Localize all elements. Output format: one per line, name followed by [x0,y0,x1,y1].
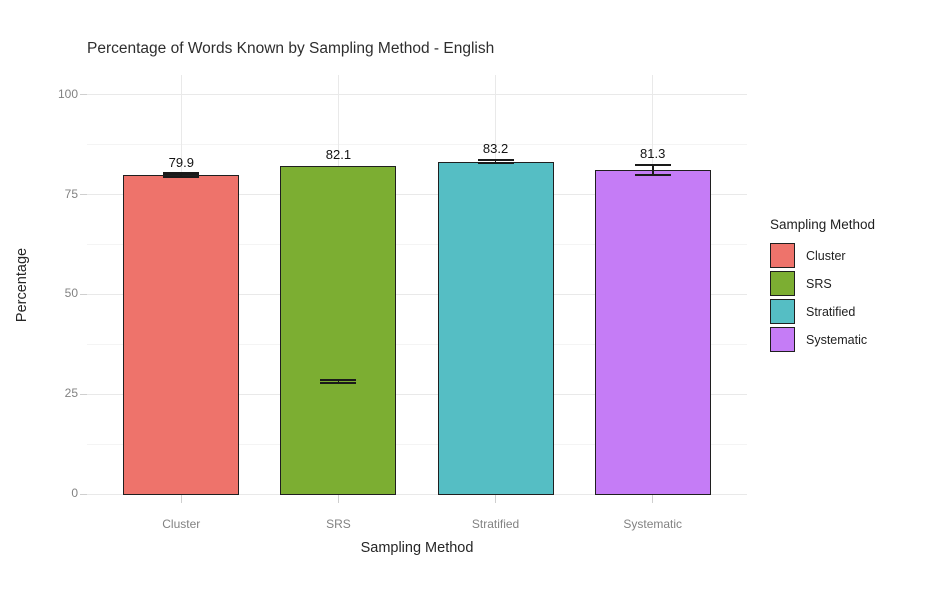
bar-value-label: 81.3 [640,146,666,162]
legend-label: Systematic [806,332,868,347]
bar-srs [280,166,397,495]
error-bar-cap-bottom [477,162,514,165]
x-axis-tick [337,495,339,503]
gridline-minor-y [87,244,747,246]
y-tick-label: 75 [64,186,78,201]
legend-label: Cluster [806,248,846,263]
gridline-major-y [87,493,747,495]
legend-label: SRS [806,276,832,291]
x-axis-tick [495,495,497,503]
error-bar-line [651,165,654,176]
bar-systematic [594,169,711,495]
y-tick-label: 0 [71,486,78,500]
bar-value-label: 83.2 [482,140,509,156]
error-bar-cap-top [634,164,671,167]
y-axis-tick [80,94,87,96]
legend-items: Cluster SRS Stratified Systematic [770,243,875,352]
gridline-major-y [87,293,747,295]
error-bar-line [494,159,497,164]
y-tick-label: 50 [64,286,78,301]
gridline-major-y [87,194,747,196]
legend-swatch-icon [770,271,795,296]
legend-item-cluster: Cluster [770,243,875,268]
error-bar-cap-bottom [634,174,671,177]
gridline-minor-y [87,144,747,146]
error-bar-line [180,173,183,178]
error-bar-cap-top [320,379,357,382]
error-bar-cap-top [477,158,514,162]
error-bar-line [337,380,340,383]
legend-title: Sampling Method [770,217,876,232]
y-axis-title: Percentage [14,247,30,323]
y-axis-tick [80,194,87,196]
x-tick-label-srs: SRS [326,517,351,531]
gridline-minor-y [87,443,747,445]
error-bar-cap-bottom [320,381,357,384]
bar-value-label: 79.9 [168,154,194,170]
chart-title: Percentage of Words Known by Sampling Me… [87,40,495,57]
legend-swatch-icon [770,327,795,352]
gridline-minor-y [87,343,747,345]
y-axis-tick [80,493,87,495]
gridline-major-y [87,393,747,395]
x-tick-label-systematic: Systematic [623,517,683,531]
y-tick-label: 25 [64,386,78,401]
bar-cluster [123,175,240,495]
legend-item-stratified: Stratified [770,299,875,324]
legend-swatch-icon [770,299,795,324]
bar-value-label: 82.1 [325,147,352,163]
x-tick-label-stratified: Stratified [471,517,520,531]
error-bar-cap-top [163,172,200,175]
y-axis-tick [80,393,87,395]
legend-item-systematic: Systematic [770,327,875,352]
legend: Sampling Method Cluster SRS Stratified Syst… [770,217,875,352]
legend-swatch-icon [770,243,795,268]
legend-label: Stratified [806,304,856,319]
x-axis-title: Sampling Method [360,540,474,556]
x-axis-tick [180,495,182,503]
y-axis-tick [80,293,87,295]
error-bar-cap-bottom [163,176,200,179]
x-tick-label-cluster: Cluster [162,517,201,531]
gridline-major-y [87,94,747,96]
x-axis-tick [652,495,654,503]
legend-item-srs: SRS [770,271,875,296]
bar-stratified [437,161,554,495]
y-tick-label: 100 [57,86,78,101]
